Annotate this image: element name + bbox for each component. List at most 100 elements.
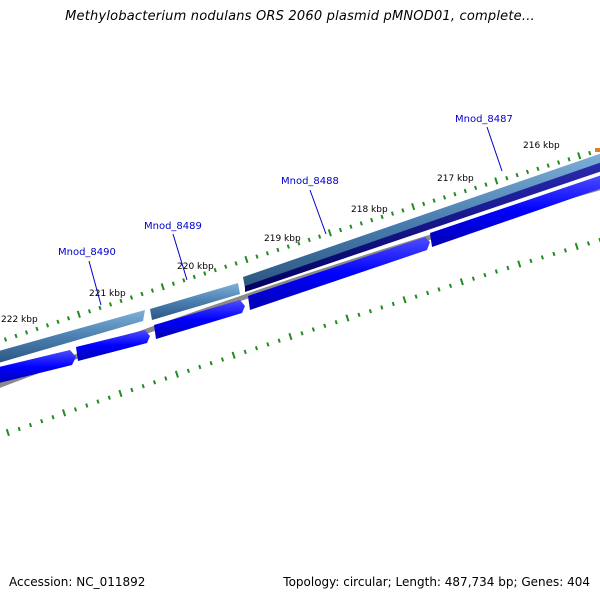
outer-tick-48 [494,177,499,185]
outer-tick-23 [234,261,238,266]
inner-tick-32 [368,308,372,314]
cds-arrow-5[interactable] [430,174,600,247]
tick-marks-inner [5,237,600,437]
outer-tick-9 [87,309,92,314]
outer-tick-10 [98,305,102,311]
outer-tick-33 [338,227,343,233]
tick-label-222: 222 kbp [1,315,38,325]
tick-label-218: 218 kbp [351,205,388,215]
inner-tick-11 [130,387,134,393]
outer-tick-1 [3,337,8,342]
accession-label: Accession: NC_011892 [9,575,146,589]
inner-tick-21 [243,349,247,355]
outer-tick-44 [453,191,457,197]
inner-tick-8 [96,399,100,404]
gene-block-dark[interactable] [245,161,600,292]
inner-tick-33 [380,305,384,310]
inner-tick-52 [598,237,600,243]
inner-tick-5 [62,409,67,417]
inner-tick-29 [334,319,338,325]
inner-tick-4 [51,414,55,420]
inner-tick-36 [414,294,418,299]
outer-tick-57 [588,150,592,156]
gene-label-mnod-8488[interactable]: Mnod_8488 [281,176,339,187]
outer-tick-4 [35,326,39,332]
outer-tick-27 [276,247,280,253]
inner-tick-10 [118,389,123,398]
inner-tick-26 [300,331,304,336]
outer-tick-55 [567,157,571,162]
outer-tick-15 [150,288,154,293]
inner-tick-24 [277,338,281,343]
inner-tick-43 [494,269,498,274]
outer-tick-28 [286,244,290,249]
outer-tick-37 [380,214,384,220]
inner-tick-42 [483,272,487,278]
outer-tick-52 [536,166,540,172]
inner-tick-48 [552,251,556,257]
inner-tick-3 [40,418,44,424]
outer-tick-49 [505,175,509,181]
outer-tick-19 [192,274,196,280]
gene-label-mnod-8490[interactable]: Mnod_8490 [58,247,116,258]
inner-tick-50 [574,242,579,251]
inner-tick-25 [288,332,293,341]
outer-tick-29 [297,241,301,246]
inner-tick-45 [517,260,522,268]
inner-tick-41 [471,276,475,281]
tick-label-217: 217 kbp [437,174,474,184]
outer-tick-41 [422,201,426,207]
outer-tick-43 [442,195,447,200]
outer-tick-42 [432,198,436,203]
inner-tick-51 [586,241,591,246]
outer-tick-36 [370,217,374,223]
outer-tick-31 [318,234,322,239]
gene-block-mnod-8489[interactable] [150,283,240,320]
outer-gene-track [0,152,600,364]
cds-arrow-1[interactable] [0,350,76,384]
gene-label-mnod-8487[interactable]: Mnod_8487 [455,114,513,125]
outer-tick-13 [129,295,134,300]
outer-tick-32 [327,229,332,237]
cds-arrow-3[interactable] [154,300,245,339]
inner-tick-47 [540,255,544,260]
outer-tick-3 [24,330,29,335]
inner-tick-7 [85,403,89,408]
cds-arrow-2[interactable] [76,330,150,361]
tick-label-219: 219 kbp [264,234,301,244]
outer-tick-50 [515,172,519,178]
inner-tick-19 [220,357,225,362]
outer-tick-54 [557,160,561,165]
inner-tick-1 [17,426,21,432]
inner-tick-23 [266,342,270,347]
gene-label-mnod-8489[interactable]: Mnod_8489 [144,221,202,232]
gene-block-mnod-8488-8487[interactable] [243,152,600,288]
edge-marker [595,148,600,152]
inner-tick-34 [391,301,395,307]
outer-tick-46 [474,185,478,191]
inner-tick-46 [529,258,533,264]
outer-tick-39 [401,208,405,213]
cds-arrow-4[interactable] [248,237,430,310]
outer-tick-53 [546,163,550,168]
inner-tick-31 [357,312,361,318]
outer-tick-11 [108,302,113,307]
topology-info: Topology: circular; Length: 487,734 bp; … [283,575,590,589]
outer-tick-2 [14,333,18,339]
outer-tick-25 [255,254,259,259]
outer-tick-30 [307,237,311,243]
inner-tick-9 [107,395,111,400]
inner-tick-30 [345,314,350,322]
outer-tick-16 [160,283,165,291]
outer-tick-40 [411,202,416,211]
cds-track [0,174,600,384]
outer-tick-6 [56,319,60,325]
outer-tick-20 [203,271,207,276]
gene-block-mnod-8490[interactable] [0,310,145,364]
inner-tick-16 [186,368,190,374]
outer-tick-45 [463,188,467,194]
inner-tick-40 [459,278,464,286]
inner-tick-39 [448,283,453,289]
map-title: Methylobacterium nodulans ORS 2060 plasm… [65,9,535,24]
outer-tick-56 [577,152,582,160]
